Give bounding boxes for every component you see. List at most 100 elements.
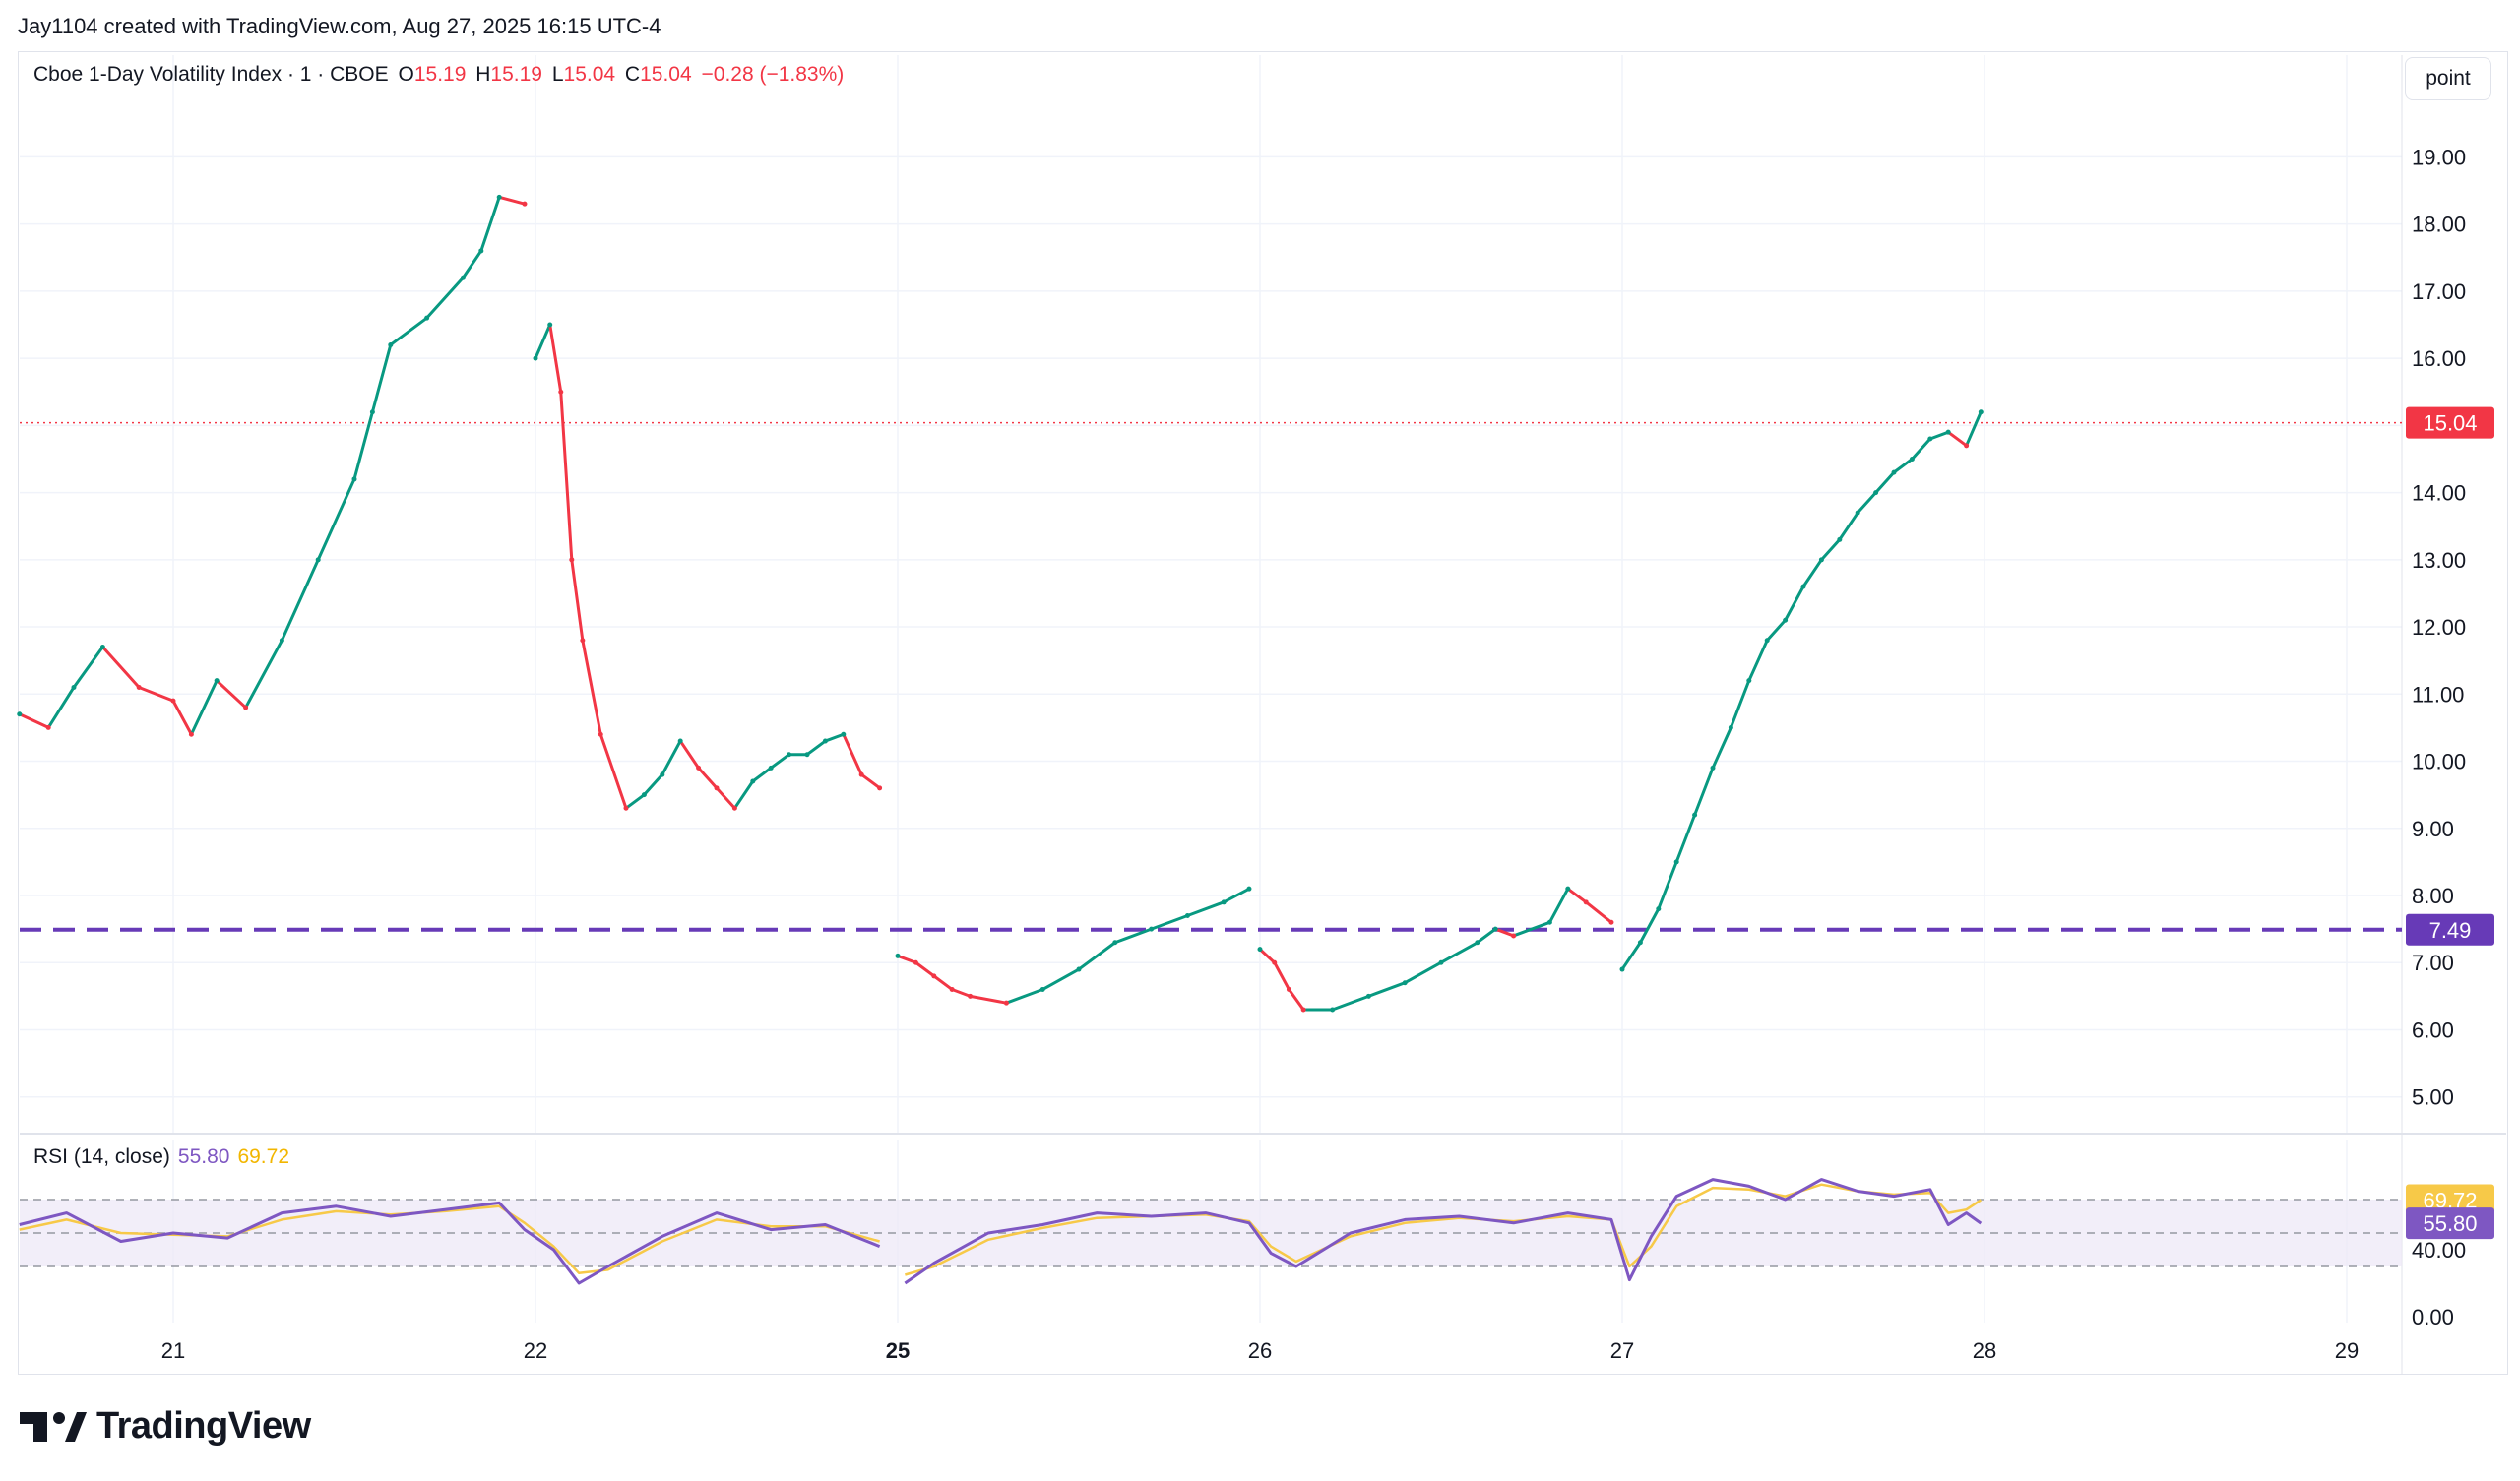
price-point <box>71 684 77 690</box>
price-segment <box>1331 994 1370 1012</box>
price-point <box>1673 859 1679 865</box>
price-segment <box>1258 948 1277 964</box>
price-point <box>1184 912 1190 918</box>
price-point <box>1656 906 1662 912</box>
price-point <box>1246 886 1252 892</box>
price-point <box>547 322 553 328</box>
price-segment <box>189 679 219 736</box>
price-point <box>768 765 774 771</box>
price-point <box>714 785 720 791</box>
price-segment <box>389 316 429 346</box>
price-point <box>968 993 974 999</box>
price-point <box>1891 469 1897 475</box>
price-scale-mode-button[interactable]: point <box>2405 57 2491 100</box>
price-segment <box>18 712 50 729</box>
price-segment <box>370 342 393 414</box>
price-segment <box>316 477 356 562</box>
price-segment <box>548 323 563 394</box>
price-point <box>1583 899 1589 905</box>
price-point <box>641 792 647 798</box>
price-point <box>895 953 901 958</box>
price-point <box>424 315 430 321</box>
price-point <box>1330 1007 1336 1013</box>
symbol-name[interactable]: Cboe 1-Day Volatility Index · 1 · CBOE <box>33 63 389 86</box>
price-point <box>822 738 828 744</box>
rsi-line <box>904 1178 1983 1285</box>
price-segment <box>1547 887 1570 924</box>
price-segment <box>969 994 1008 1005</box>
price-point <box>841 731 847 737</box>
price-segment <box>1512 920 1551 938</box>
price-point <box>1257 947 1263 953</box>
level-price-badge-bg <box>2406 913 2494 946</box>
price-point <box>580 638 586 644</box>
rsi-value-badge: 55.80 <box>2423 1211 2477 1236</box>
rsi-value-badge-bg <box>2406 1207 2494 1240</box>
rsi-ma-legend-value: 69.72 <box>237 1145 290 1168</box>
price-segment <box>1711 725 1732 770</box>
price-segment <box>732 779 755 810</box>
price-segment <box>1287 988 1305 1012</box>
change-value: −0.28 (−1.83%) <box>701 63 845 86</box>
price-axis-tick-label: 12.00 <box>2412 615 2466 640</box>
price-segment <box>914 960 936 978</box>
price-point <box>1746 678 1752 684</box>
close-value: 15.04 <box>640 63 692 86</box>
price-segment <box>1273 960 1291 992</box>
open-label: O <box>398 63 414 86</box>
price-segment <box>932 974 954 992</box>
price-point <box>1783 617 1789 623</box>
price-segment <box>171 699 193 736</box>
price-point <box>858 771 864 777</box>
price-point <box>1438 959 1444 965</box>
price-segment <box>896 954 917 964</box>
price-point <box>558 389 564 395</box>
price-point <box>731 805 737 811</box>
price-axis-tick-label: 5.00 <box>2412 1085 2454 1110</box>
price-segment <box>1674 813 1697 864</box>
open-value: 15.19 <box>413 63 467 86</box>
price-segment <box>137 685 175 703</box>
rsi-indicator-name[interactable]: RSI (14, close) <box>33 1145 170 1168</box>
time-axis-tick-label: 22 <box>524 1338 547 1363</box>
price-segment <box>751 766 773 783</box>
last-price-badge-bg <box>2406 406 2494 439</box>
price-segment <box>1439 941 1480 964</box>
time-axis-tick-label: 28 <box>1973 1338 1996 1363</box>
price-point <box>750 778 756 784</box>
level-price-badge: 7.49 <box>2429 918 2472 943</box>
price-point <box>1728 724 1733 730</box>
price-segment <box>1366 981 1407 998</box>
price-point <box>1272 959 1278 965</box>
price-point <box>1402 980 1408 986</box>
price-segment <box>1946 430 1969 448</box>
price-segment <box>1040 967 1081 992</box>
price-segment <box>950 988 973 998</box>
price-point <box>1492 926 1498 932</box>
tradingview-logo[interactable]: TradingView <box>20 1405 311 1448</box>
price-segment <box>1892 457 1914 474</box>
price-segment <box>1150 913 1189 931</box>
price-segment <box>559 390 574 562</box>
price-point <box>1040 987 1045 993</box>
price-segment <box>1222 887 1251 904</box>
price-point <box>804 752 810 758</box>
price-segment <box>1620 941 1642 971</box>
price-axis-tick-label: 6.00 <box>2412 1018 2454 1042</box>
price-point <box>598 731 603 737</box>
price-point <box>1909 456 1915 462</box>
price-segment <box>497 195 527 206</box>
price-point <box>188 731 194 737</box>
price-point <box>1608 919 1614 925</box>
rsi-line <box>19 1201 881 1285</box>
price-segment <box>1493 927 1516 938</box>
price-point <box>99 645 105 650</box>
price-point <box>243 705 249 710</box>
price-axis-tick-label: 14.00 <box>2412 481 2466 506</box>
close-label: C <box>624 63 641 86</box>
rsi-axis-tick-label: 40.00 <box>2412 1238 2466 1263</box>
price-point <box>877 785 883 791</box>
price-axis-tick-label: 17.00 <box>2412 279 2466 304</box>
price-point <box>136 684 142 690</box>
